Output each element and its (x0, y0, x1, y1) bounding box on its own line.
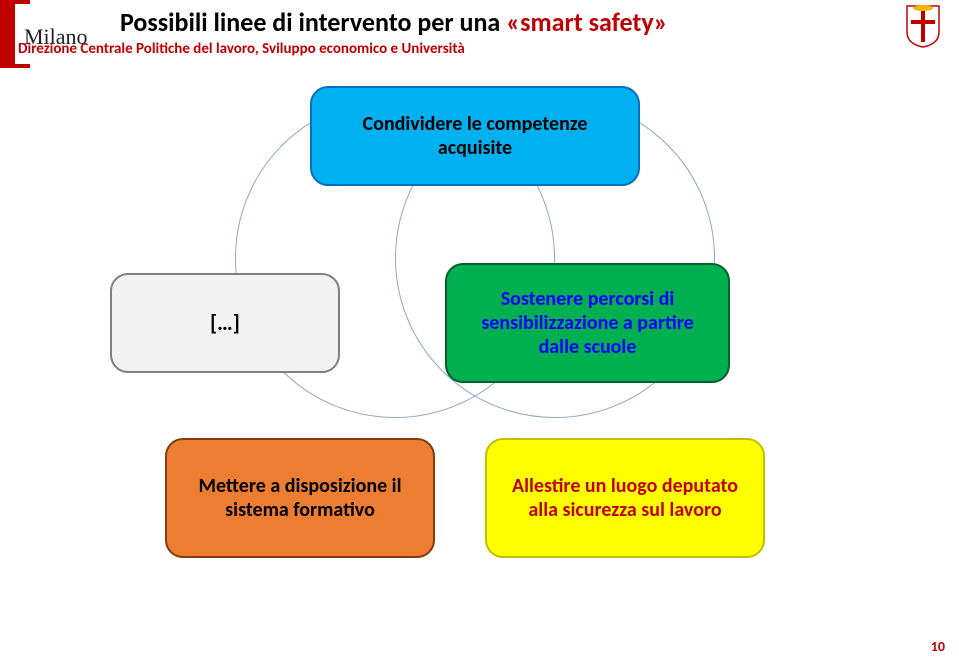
page-number: 10 (931, 638, 945, 655)
title-plain: Possibili linee di intervento per una (120, 6, 506, 38)
box-top: Condividere le competenze acquisite (310, 86, 640, 186)
box-bottom-right-text: Allestire un luogo deputato alla sicurez… (505, 474, 745, 522)
title-accent: «smart safety» (506, 6, 668, 38)
box-bottom-left: Mettere a disposizione il sistema format… (165, 438, 435, 558)
box-left-text: […] (210, 310, 240, 336)
box-bottom-left-text: Mettere a disposizione il sistema format… (185, 474, 415, 522)
box-right: Sostenere percorsi di sensibilizzazione … (445, 263, 730, 383)
box-bottom-right: Allestire un luogo deputato alla sicurez… (485, 438, 765, 558)
box-top-text: Condividere le competenze acquisite (330, 112, 620, 160)
box-left: […] (110, 273, 340, 373)
slide-title: Possibili linee di intervento per una «s… (120, 6, 668, 38)
crest-icon (905, 4, 941, 48)
slide-subtitle: Direzione Centrale Politiche del lavoro,… (18, 40, 465, 58)
slide-header: Milano Possibili linee di intervento per… (0, 0, 959, 68)
box-right-text: Sostenere percorsi di sensibilizzazione … (465, 287, 710, 359)
red-accent-bar (0, 0, 15, 68)
diagram-area: Condividere le competenze acquisite […] … (0, 68, 959, 628)
